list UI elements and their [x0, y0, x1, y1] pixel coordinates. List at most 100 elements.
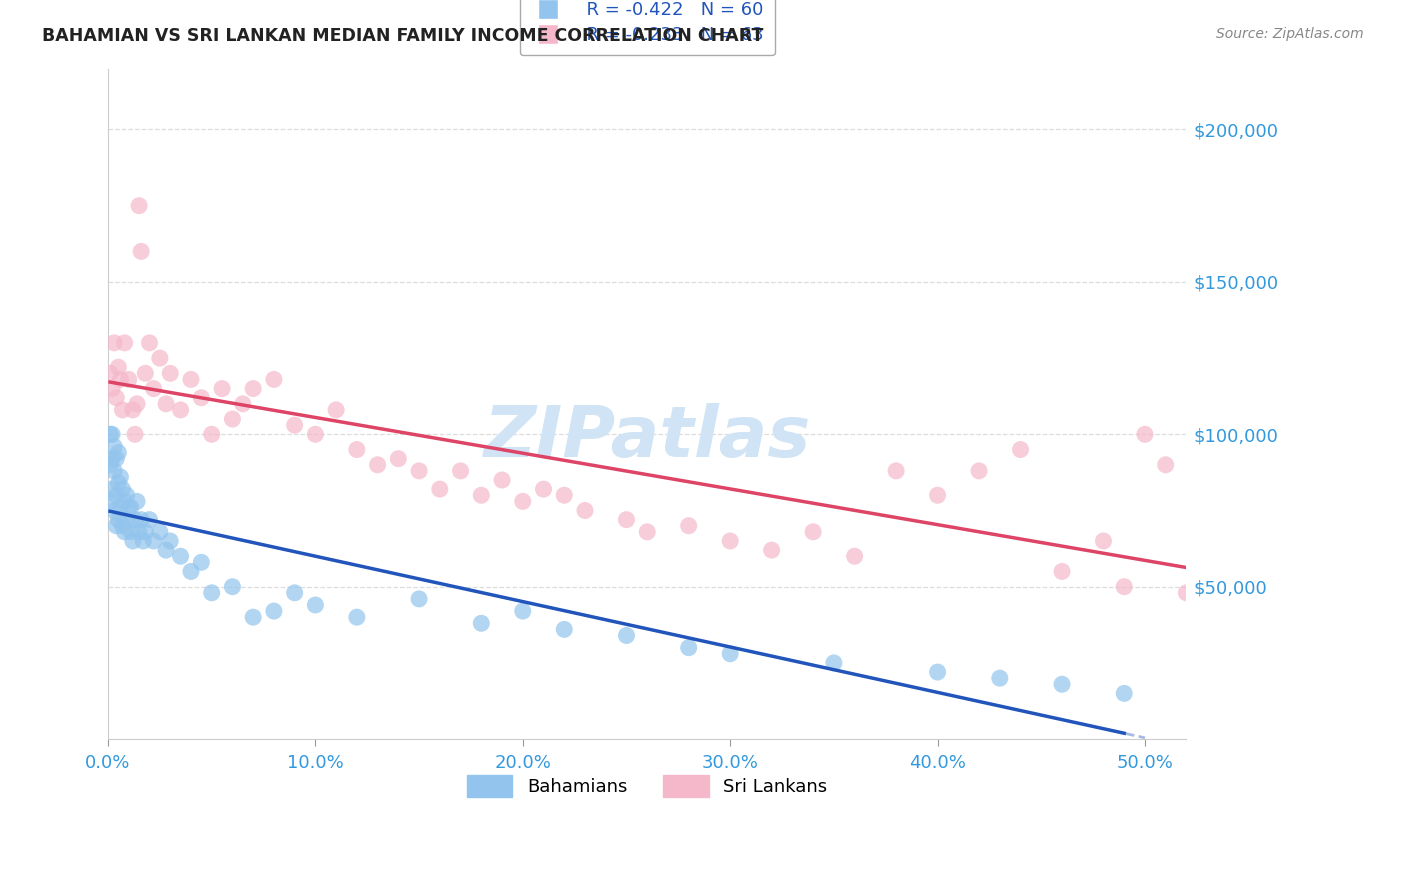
- Point: [263, 372, 285, 386]
- Point: [105, 451, 128, 466]
- Point: [105, 391, 128, 405]
- Point: [304, 598, 326, 612]
- Point: [221, 580, 243, 594]
- Point: [98, 367, 121, 381]
- Point: [1216, 604, 1239, 618]
- Point: [120, 500, 142, 515]
- Point: [346, 610, 368, 624]
- Point: [107, 445, 129, 459]
- Point: [1197, 533, 1219, 548]
- Point: [110, 372, 132, 386]
- Point: [284, 418, 307, 433]
- Point: [169, 403, 191, 417]
- Point: [242, 610, 264, 624]
- Point: [927, 488, 949, 502]
- Point: [101, 427, 124, 442]
- Point: [101, 482, 124, 496]
- Point: [125, 494, 148, 508]
- Point: [169, 549, 191, 564]
- Point: [242, 382, 264, 396]
- Point: [450, 464, 472, 478]
- Point: [114, 494, 136, 508]
- Point: [180, 565, 202, 579]
- Point: [491, 473, 513, 487]
- Point: [101, 451, 124, 466]
- Point: [801, 524, 824, 539]
- Point: [115, 513, 138, 527]
- Point: [134, 367, 156, 381]
- Point: [118, 500, 141, 515]
- Point: [118, 372, 141, 386]
- Point: [1114, 580, 1136, 594]
- Point: [180, 372, 202, 386]
- Point: [470, 616, 492, 631]
- Point: [122, 533, 145, 548]
- Point: [124, 513, 146, 527]
- Point: [138, 513, 160, 527]
- Point: [122, 403, 145, 417]
- Point: [1175, 586, 1198, 600]
- Point: [553, 488, 575, 502]
- Point: [533, 482, 555, 496]
- Text: BAHAMIAN VS SRI LANKAN MEDIAN FAMILY INCOME CORRELATION CHART: BAHAMIAN VS SRI LANKAN MEDIAN FAMILY INC…: [42, 27, 763, 45]
- Point: [107, 360, 129, 375]
- Point: [304, 427, 326, 442]
- Point: [284, 586, 307, 600]
- Point: [884, 464, 907, 478]
- Point: [1133, 427, 1156, 442]
- Point: [201, 427, 224, 442]
- Point: [111, 403, 134, 417]
- Point: [159, 533, 181, 548]
- Point: [616, 513, 638, 527]
- Point: [1050, 677, 1073, 691]
- Point: [367, 458, 389, 472]
- Point: [103, 440, 125, 454]
- Point: [110, 500, 132, 515]
- Point: [761, 543, 783, 558]
- Point: [155, 543, 177, 558]
- Point: [678, 518, 700, 533]
- Point: [128, 199, 150, 213]
- Point: [142, 382, 165, 396]
- Point: [142, 533, 165, 548]
- Point: [103, 335, 125, 350]
- Point: [98, 427, 121, 442]
- Point: [553, 623, 575, 637]
- Point: [470, 488, 492, 502]
- Point: [128, 524, 150, 539]
- Point: [1154, 458, 1177, 472]
- Point: [1010, 442, 1032, 457]
- Point: [107, 513, 129, 527]
- Point: [114, 335, 136, 350]
- Point: [190, 391, 212, 405]
- Point: [101, 382, 124, 396]
- Text: ZIPatlas: ZIPatlas: [484, 403, 811, 472]
- Point: [124, 427, 146, 442]
- Point: [115, 488, 138, 502]
- Point: [98, 494, 121, 508]
- Point: [408, 464, 430, 478]
- Point: [967, 464, 990, 478]
- Point: [408, 591, 430, 606]
- Point: [988, 671, 1011, 685]
- Point: [138, 335, 160, 350]
- Point: [1092, 533, 1115, 548]
- Point: [149, 524, 172, 539]
- Point: [155, 397, 177, 411]
- Point: [111, 518, 134, 533]
- Point: [129, 513, 152, 527]
- Point: [159, 367, 181, 381]
- Point: [201, 586, 224, 600]
- Point: [823, 656, 845, 670]
- Point: [211, 382, 233, 396]
- Point: [678, 640, 700, 655]
- Point: [103, 503, 125, 517]
- Point: [718, 647, 741, 661]
- Point: [232, 397, 254, 411]
- Point: [132, 533, 155, 548]
- Point: [190, 555, 212, 569]
- Point: [1114, 686, 1136, 700]
- Point: [616, 628, 638, 642]
- Point: [718, 533, 741, 548]
- Point: [1050, 565, 1073, 579]
